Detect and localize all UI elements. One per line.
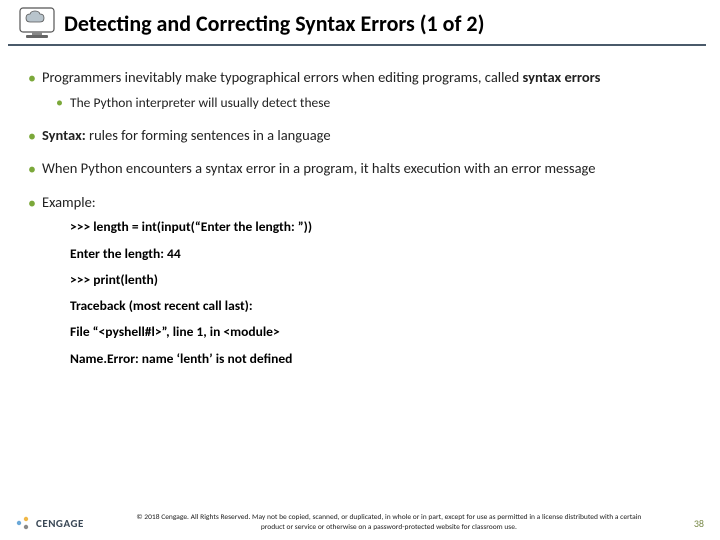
slide-header: Detecting and Correcting Syntax Errors (…	[8, 0, 706, 46]
example-code: >>> length = int(input(“Enter the length…	[42, 218, 692, 367]
cengage-logo-icon	[14, 514, 32, 532]
bullet-2-rest: rules for forming sentences in a languag…	[86, 126, 331, 144]
code-line-1: >>> length = int(input(“Enter the length…	[70, 218, 692, 236]
cloud-monitor-icon	[16, 6, 58, 40]
code-line-2: Enter the length: 44	[70, 245, 692, 263]
copyright-text: © 2018 Cengage. All Rights Reserved. May…	[84, 513, 694, 532]
cengage-logo: CENGAGE	[14, 514, 84, 532]
slide-title: Detecting and Correcting Syntax Errors (…	[64, 10, 484, 37]
bullet-1-bold: syntax errors	[523, 68, 601, 86]
bullet-3: When Python encounters a syntax error in…	[28, 159, 692, 179]
code-line-6: Name.Error: name ‘lenth’ is not defined	[70, 350, 692, 368]
bullet-1a: The Python interpreter will usually dete…	[42, 94, 692, 112]
code-line-4: Traceback (most recent call last):	[70, 297, 692, 315]
slide-content: Programmers inevitably make typographica…	[0, 46, 720, 368]
bullet-1-text: Programmers inevitably make typographica…	[42, 68, 523, 86]
page-number: 38	[694, 517, 706, 532]
bullet-4-text: Example:	[42, 193, 96, 211]
slide-footer: CENGAGE © 2018 Cengage. All Rights Reser…	[0, 513, 720, 532]
bullet-4: Example: >>> length = int(input(“Enter t…	[28, 193, 692, 368]
bullet-2-bold: Syntax:	[42, 126, 86, 144]
bullet-2: Syntax: rules for forming sentences in a…	[28, 126, 692, 146]
cengage-logo-text: CENGAGE	[36, 517, 84, 530]
code-line-5: File “<pyshell#l>”, line 1, in <module>	[70, 323, 692, 341]
bullet-1: Programmers inevitably make typographica…	[28, 68, 692, 112]
code-line-3: >>> print(lenth)	[70, 271, 692, 289]
